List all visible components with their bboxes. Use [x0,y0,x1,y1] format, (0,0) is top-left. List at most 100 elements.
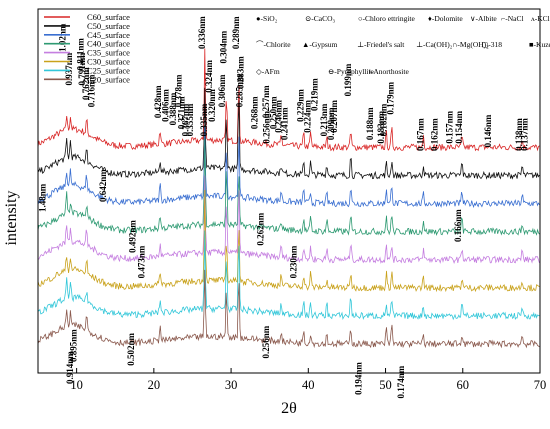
peak-label: 0.166nm [453,209,463,242]
phase-key-item: ◇-AFm [256,67,280,76]
y-axis-label: intensity [3,190,20,245]
peak-label: 0.213nm [319,103,329,136]
phase-key-item: ǂ-Anorthosite [369,67,409,76]
peak-label: 0.182nm [378,103,388,136]
legend-label: C30_surface [87,57,130,67]
peak-label: 0.320nm [207,89,217,122]
legend-label: C25_surface [87,65,130,75]
series-line-C60_surface [37,48,540,152]
phase-key-item: ■-Kuzel's salt [529,40,550,49]
phase-key-item: ⊥-Ca(OH)₂ [416,40,453,49]
peak-label: 1.48nm [38,183,48,212]
peak-label: 0.283nm [235,56,245,89]
phase-key-item: ⊙-CaCO₃ [305,14,336,23]
peak-label: 0.791nm [77,52,87,85]
peak-label: 0.230nm [289,245,299,278]
peak-label: 0.355nm [185,103,195,136]
phase-key-item: ♦-Dolomite [428,14,463,23]
peak-label: 0.209nm [326,107,336,140]
peak-label: 0.716nm [86,74,96,107]
peak-label: 0.207nm [329,100,339,133]
x-tick-label: 40 [302,378,315,392]
x-tick-label: 60 [457,378,470,392]
x-tick-label: 50 [379,378,392,392]
legend-label: C45_surface [87,30,130,40]
peak-label: 0.324nm [204,60,214,93]
peak-label: 0.138nm [514,118,524,151]
peak-label: 0.335nm [199,103,209,136]
peak-label: 0.502nm [126,333,136,366]
peak-label: 0.183nm [376,110,386,143]
phase-key-item: ▲-Gypsum [302,40,338,49]
series-line-C25_surface [37,230,540,321]
peak-label: 0.262nm [256,212,266,245]
peak-label: 0.306nm [217,74,227,107]
peak-label: 1.02nm [58,23,68,52]
series-line-C35_surface [37,175,540,264]
peak-label: 0.811nm [76,38,86,71]
legend-label: C20_surface [87,74,130,84]
series-line-C45_surface [37,126,540,209]
peak-label: 0.914nm [65,351,75,384]
peak-label: 0.378nm [174,74,184,107]
series-line-C50_surface [37,87,540,180]
phase-key-item: ●-SiO₂ [256,14,278,23]
peak-label: 0.895nm [69,329,79,362]
phase-key-item: ∩-Mg(OH)₂ [452,40,489,49]
phase-key-item: ⊥-Friedel's salt [357,40,405,49]
peak-label: 0.304nm [218,30,228,63]
peak-label: 0.642nm [98,169,108,202]
legend-label: C35_surface [87,48,130,58]
peak-label: 0.241nm [279,107,289,140]
phase-key: ●-SiO₂ ⊙-CaCO₃ ○-Chloro ettringite ♦-Dolomi… [256,14,550,76]
peak-label: 0.174nm [396,365,406,398]
phase-key-item: ⌐-NaCl [501,14,524,23]
peak-label: 0.492nm [127,220,137,253]
peak-label: 0.188nm [365,107,375,140]
peak-label: 0.289nm [231,16,241,49]
phase-key-item: ○-Chloro ettringite [358,14,415,23]
peak-label: 0.224nm [303,99,313,132]
peak-label: 0.367nm [181,103,191,136]
peak-label: 0.157nm [445,110,455,143]
peak-label: 0.406nm [160,89,170,122]
series-line-C30_surface [37,189,540,293]
peak-label: 0.388nm [168,92,178,125]
phase-key-item: ∨-Albite [470,14,497,23]
peak-label: 0.179nm [385,81,395,114]
peak-label: 0.473nm [137,245,147,278]
x-axis: 10 20 30 40 50 60 70 [70,368,546,392]
peak-label: 0.371nm [177,96,187,129]
legend-label: C60_surface [87,12,130,22]
x-tick-label: 30 [225,378,238,392]
peak-label: 0.246nm [273,100,283,133]
legend-label: C50_surface [87,21,130,31]
peak-label: 0.250nm [269,96,279,129]
peak-label: 0.428nm [153,85,163,118]
series-line-C40_surface [37,138,540,237]
x-tick-label: 70 [534,378,547,392]
peak-label: 0.167nm [415,118,425,151]
peak-label: 0.268nm [249,96,259,129]
x-tick-label: 10 [70,378,83,392]
x-axis-label: 2θ [281,400,297,417]
peak-label: 0.154nm [454,110,464,143]
peak-label: 0.257nm [261,85,271,118]
phase-key-item: ⊖-Pyrophyllite [328,67,375,76]
peak-label: 0.162nm [429,118,439,151]
peak-label: 0.199nm [343,63,353,96]
peak-label: 0.937nm [64,52,74,85]
peak-label: 0.285nm [235,74,245,107]
peak-label: 0.256nm [261,325,271,358]
x-tick-label: 20 [148,378,161,392]
peak-label: 0.336nm [197,16,207,49]
legend: C60_surfaceC50_surfaceC45_surfaceC40_sur… [44,12,130,84]
peak-label: 0.194nm [354,362,364,395]
plot-frame [37,8,541,374]
peak-label: 0.762nm [81,67,91,100]
series-line-C20_surface [37,269,540,349]
peak-label: 0.137nm [520,118,530,151]
phase-key-item: ʌ-KCl [531,14,550,23]
